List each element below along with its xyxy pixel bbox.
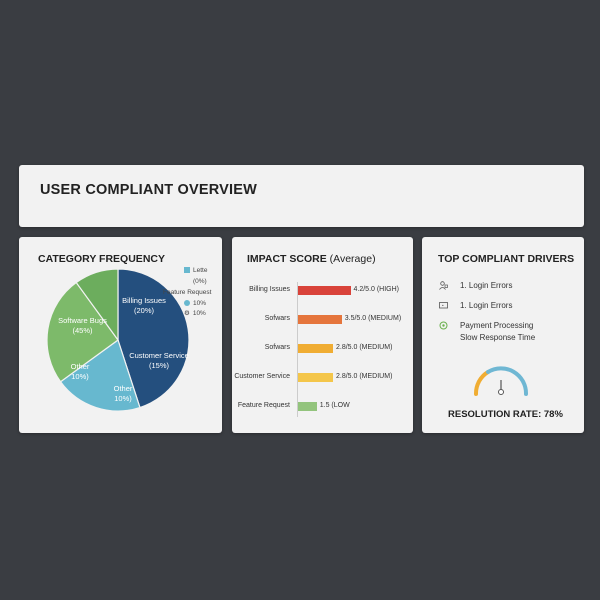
pie-label-other: Other 10%) <box>113 384 133 403</box>
bar-customer-service <box>298 373 333 382</box>
gauge-hub <box>498 389 504 395</box>
driver-item-login-errors-2: 1. Login Errors <box>439 300 512 312</box>
resolution-gauge <box>473 366 529 396</box>
bar-axis <box>297 282 298 417</box>
impact-score-card: IMPACT SCORE (Average) <box>232 237 413 433</box>
bar-value-sofwars: 2.8/5.0 (MEDIUM) <box>336 344 393 351</box>
bar-value-sofwars: 3.5/5.0 (MEDIUM) <box>344 315 402 322</box>
page-title: USER COMPLIANT OVERVIEW <box>40 182 258 198</box>
bar-value-feature-request: 1.5 (LOW <box>319 402 350 409</box>
bar-label-customer-service: Customer Service <box>234 373 290 380</box>
legend-item-10pct: 10% <box>184 300 206 308</box>
legend-item-lette: Lette <box>184 267 207 275</box>
bar-billing-issues <box>298 286 351 295</box>
screen-icon <box>439 301 448 310</box>
pie-slice-customer-service <box>46 281 119 383</box>
bar-label-billing-issues: Billing Issues <box>249 286 290 293</box>
legend-swatch <box>184 267 190 274</box>
pie-label-other-left: Other 10%) <box>70 362 90 381</box>
user-lock-icon <box>439 281 448 290</box>
legend-item-10pct-gear: ⚙ 10% <box>184 310 206 317</box>
status-dot-icon <box>439 321 448 330</box>
header-card: USER COMPLIANT OVERVIEW <box>19 165 584 227</box>
gauge-segment-low <box>473 370 490 396</box>
category-frequency-title: CATEGORY FREQUENCY <box>38 253 165 265</box>
bar-sofwars <box>298 315 342 324</box>
pie-slice-software-bugs <box>117 268 190 409</box>
top-drivers-card: TOP COMPLIANT DRIVERS <box>422 237 584 433</box>
pie-slice-other <box>75 268 119 342</box>
gear-icon: ⚙ <box>184 310 190 317</box>
pie-label-billing-issues: Billing Issues (20%) <box>122 296 166 315</box>
legend-item-pct: (0%) <box>193 278 207 285</box>
bar-feature-request <box>298 402 317 411</box>
driver-item-payment-processing: Payment Processing Slow Response Time <box>439 320 535 344</box>
legend-dot <box>184 300 190 307</box>
gauge-segment-high <box>486 366 529 396</box>
pie-label-software-bugs: Software Bugs (45%) <box>58 316 107 335</box>
bar-sofwars <box>298 344 333 353</box>
bar-label-feature-request: Feature Request <box>237 402 290 409</box>
bar-value-billing-issues: 4.2/5.0 (HIGH) <box>353 286 400 293</box>
bar-label-sofwars: Sofwars <box>264 315 290 322</box>
driver-item-login-errors: 1. Login Errors <box>439 280 512 292</box>
top-drivers-title: TOP COMPLIANT DRIVERS <box>438 253 575 265</box>
pie-label-customer-service: Customer Service (15%) <box>129 351 189 370</box>
bar-value-customer-service: 2.8/5.0 (MEDIUM) <box>336 373 393 380</box>
bar-label-sofwars: Sofwars <box>264 344 290 351</box>
legend-item-feature-request: Feature Request <box>163 289 212 296</box>
impact-score-title: IMPACT SCORE (Average) <box>247 253 376 265</box>
resolution-rate: RESOLUTION RATE: 78% <box>448 409 563 420</box>
pie-slice-billing-issues <box>59 339 141 412</box>
